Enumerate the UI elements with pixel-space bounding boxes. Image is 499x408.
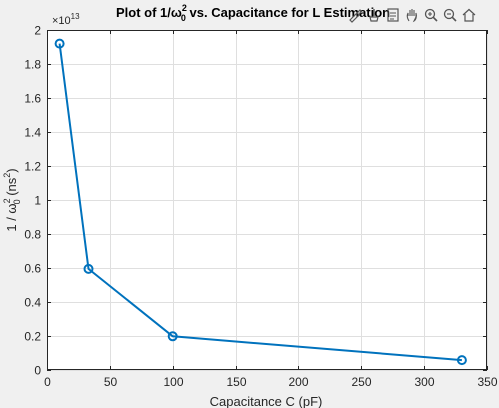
tick-labels: 0 50 100 150 200 250 300 350 0 0.2 0.4 0.6 0.8 1 1.2 1.…: [24, 24, 498, 390]
y-tick-label: 1.8: [24, 58, 41, 72]
y-tick-label: 1: [34, 194, 41, 208]
x-tick-label: 200: [288, 375, 308, 389]
data-point-marker: [83, 263, 94, 274]
data-point-marker: [456, 355, 467, 366]
x-tick-label: 50: [104, 375, 118, 389]
data-series: [54, 38, 467, 366]
y-exponent-label: ×1013: [52, 12, 80, 27]
y-tick-label: 1.2: [24, 160, 41, 174]
ticks: [47, 30, 488, 371]
datacursor-icon[interactable]: [384, 6, 402, 24]
y-tick-label: 0: [34, 364, 41, 378]
y-axis-label: 1 / ω20 (ns2): [2, 168, 22, 231]
data-point-marker: [167, 331, 178, 342]
brush-icon[interactable]: [346, 6, 364, 24]
y-tick-label: 0.4: [24, 296, 41, 310]
y-tick-label: 0.6: [24, 262, 41, 276]
x-tick-label: 300: [414, 375, 434, 389]
series-line: [58, 43, 462, 362]
x-tick-label: 100: [163, 375, 183, 389]
zoom-in-icon[interactable]: [422, 6, 440, 24]
y-tick-label: 1.6: [24, 92, 41, 106]
x-tick-label: 0: [44, 375, 51, 389]
home-icon[interactable]: [460, 6, 478, 24]
y-tick-label: 0.8: [24, 228, 41, 242]
axes-toolbar: [346, 6, 478, 24]
y-tick-label: 0.2: [24, 330, 41, 344]
x-tick-label: 350: [477, 375, 497, 389]
zoom-out-icon[interactable]: [441, 6, 459, 24]
y-tick-label: 2: [34, 24, 41, 38]
data-point-marker: [54, 38, 65, 49]
x-axis-label: Capacitance C (pF): [210, 394, 323, 408]
x-tick-label: 150: [226, 375, 246, 389]
chart-title: Plot of 1/ω2 0 vs. Capacitance for L Esti…: [116, 3, 390, 23]
data-tips-icon[interactable]: [365, 6, 383, 24]
pan-icon[interactable]: [403, 6, 421, 24]
y-tick-label: 1.4: [24, 126, 41, 140]
x-tick-label: 250: [351, 375, 371, 389]
